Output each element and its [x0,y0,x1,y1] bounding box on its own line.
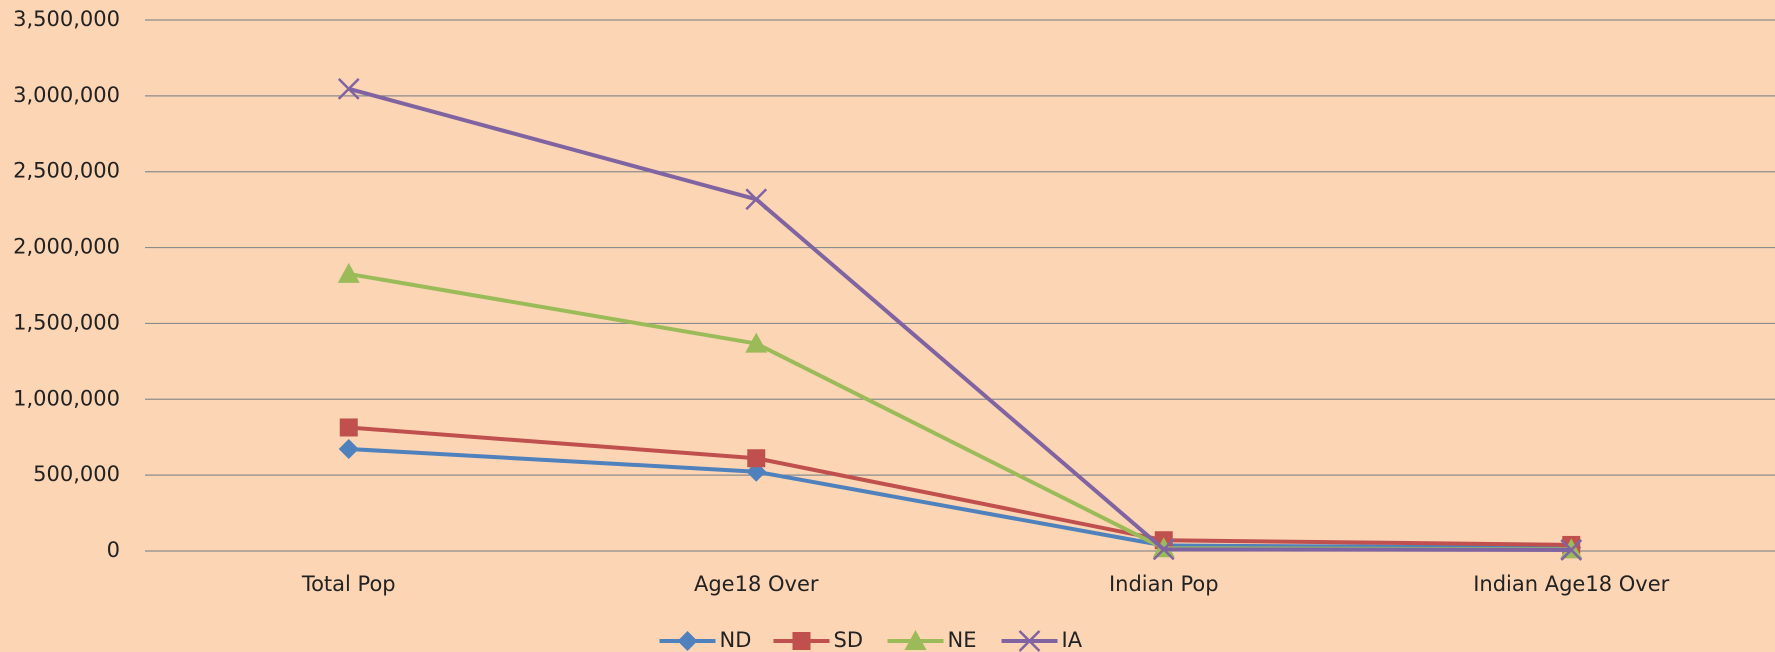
line [348,86,1572,552]
legend-item: SD [773,628,864,652]
legend-item: NE [887,628,977,652]
marker [1560,539,1583,561]
x-tick-label: Indian Pop [1109,572,1219,596]
legend-label: ND [720,628,752,652]
y-tick-label: 0 [107,538,120,562]
y-tick-label: 2,000,000 [13,235,120,259]
marker [337,262,360,283]
legend-item: ND [659,628,752,652]
legend-label: IA [1062,628,1083,652]
line [348,425,1572,547]
marker [904,630,927,650]
line [348,446,1572,550]
legend-item: IA [1001,628,1083,652]
legend-label: NE [948,628,977,652]
x-tick-label: Total Pop [301,572,396,596]
y-tick-label: 2,500,000 [13,159,120,183]
y-tick-label: 500,000 [33,462,120,486]
marker [745,188,768,211]
y-tick-label: 1,000,000 [13,386,120,410]
marker [338,438,359,459]
marker [747,449,766,468]
marker [1018,630,1041,652]
marker [677,631,698,651]
y-tick-label: 3,500,000 [13,7,120,31]
marker [1152,538,1175,561]
marker [745,332,768,353]
legend-label: SD [834,628,864,652]
marker [339,418,358,437]
x-tick-label: Indian Age18 Over [1473,572,1669,596]
y-tick-label: 1,500,000 [13,310,120,334]
x-tick-label: Age18 Over [694,572,819,596]
marker [792,632,811,650]
marker [337,77,360,100]
series [337,77,1583,561]
y-tick-label: 3,000,000 [13,83,120,107]
